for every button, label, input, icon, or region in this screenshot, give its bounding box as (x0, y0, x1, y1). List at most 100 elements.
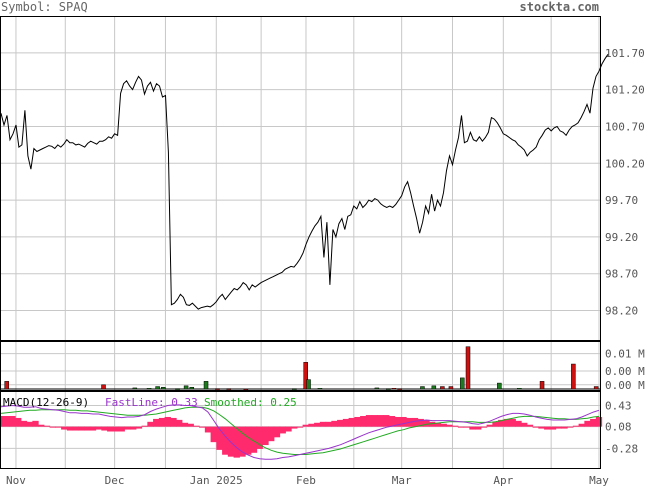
volume-bar (189, 386, 195, 390)
macd-histogram-bar (360, 416, 367, 427)
price-tick-label: 98.20 (605, 305, 638, 318)
macd-histogram-bar (377, 415, 384, 427)
volume-tick-label: 0.00 M (605, 379, 645, 392)
macd-histogram-bar (555, 426, 562, 429)
volume-bar (183, 385, 189, 390)
macd-histogram-bar (394, 416, 401, 427)
macd-histogram-bar (279, 426, 286, 434)
volume-bar (161, 386, 166, 390)
macd-histogram-bar (567, 426, 574, 428)
macd-histogram-bar (469, 426, 476, 430)
macd-histogram-bar (572, 425, 580, 427)
volume-bar (386, 388, 391, 390)
macd-histogram-bar (66, 426, 74, 431)
panel-frames (0, 16, 601, 469)
volume-bar (465, 346, 471, 390)
macd-histogram-bar (158, 417, 166, 427)
macd-histogram-bar (26, 421, 33, 427)
price-tick-label: 98.70 (605, 268, 638, 281)
macd-histogram-bar (124, 426, 131, 430)
macd-histogram-bar (319, 421, 327, 427)
macd-histogram-bar (216, 426, 223, 450)
macd-histogram-bar (193, 425, 200, 427)
volume-bar (303, 362, 308, 390)
macd-histogram-bar (204, 426, 212, 433)
x-tick-label: May (589, 474, 609, 486)
macd-histogram-bar (32, 420, 39, 427)
price-series (0, 54, 609, 310)
macd-histogram-bar (187, 423, 194, 427)
volume-bar (448, 386, 454, 390)
volume-bar (497, 382, 502, 390)
macd-histogram-bar (3, 416, 10, 427)
macd-histogram-bar (354, 416, 361, 427)
macd-histogram-bar (457, 426, 465, 428)
macd-histogram-bar (95, 426, 102, 430)
macd-histogram-bar (578, 423, 585, 427)
macd-histogram-bar (176, 419, 183, 427)
macd-histogram-bar (227, 426, 235, 457)
macd-histogram-bar (486, 424, 493, 427)
macd-histogram-bar (590, 418, 597, 427)
macd-tick-label: 0.43 (605, 399, 632, 412)
macd-histogram-bar (273, 426, 281, 438)
volume-bar (539, 381, 545, 390)
price-tick-label: 101.70 (605, 47, 645, 60)
macd-histogram-bar (118, 426, 125, 432)
macd-histogram-bar (423, 419, 430, 427)
macd-histogram-bar (130, 426, 137, 430)
macd-histogram-bar (595, 416, 603, 427)
macd-histogram-bar (411, 417, 419, 427)
macd-histogram-bar (480, 426, 488, 428)
x-tick-label: Mar (392, 474, 412, 486)
volume-bar (292, 388, 297, 390)
macd-smoothed-legend: Smoothed: 0.25 (204, 396, 297, 409)
grid-lines (0, 16, 600, 469)
macd-histogram-bar (256, 426, 263, 449)
macd-histogram-bar (107, 426, 114, 432)
macd-histogram-bar (492, 421, 499, 427)
macd-histogram-bar (544, 426, 551, 430)
volume-bar (374, 387, 380, 390)
volume-bar (215, 388, 220, 390)
macd-histogram-bar (222, 426, 229, 455)
macd-histogram-bar (164, 416, 171, 427)
volume-bar (203, 381, 209, 390)
volume-bar (155, 386, 160, 390)
macd-histogram-bar (250, 426, 258, 453)
volume-bar (420, 386, 425, 390)
x-tick-label: Apr (493, 474, 513, 486)
volume-bar (460, 377, 465, 390)
volume-bar (397, 388, 402, 390)
volume-bar (593, 386, 599, 390)
price-line (0, 54, 609, 310)
macd-histogram-bar (308, 423, 315, 427)
macd-histogram-bar (446, 424, 453, 427)
macd-histogram-bar (43, 425, 51, 427)
x-tick-label: Nov (6, 474, 26, 486)
macd-histogram-bar (314, 422, 321, 427)
volume-bar (440, 386, 445, 390)
macd-tick-label: -0.28 (605, 442, 638, 455)
macd-histogram-bar (0, 416, 5, 427)
macd-fast-line (0, 404, 600, 460)
price-tick-label: 100.70 (605, 120, 645, 133)
macd-histogram-bar (526, 424, 534, 427)
macd-histogram-bar (15, 417, 22, 427)
macd-histogram-bar (434, 422, 442, 427)
macd-histogram-bar (463, 426, 470, 428)
price-axis: 101.70 101.20 100.70 100.20 99.70 99.20 98.70 9… (605, 47, 645, 318)
volume-bar (226, 388, 232, 390)
macd-histogram-bar (84, 426, 91, 431)
macd-histogram-bar (210, 426, 217, 443)
macd-histogram-bar (521, 422, 528, 427)
macd-histogram-bar (89, 426, 97, 431)
macd-histogram-bar (337, 419, 344, 427)
macd-histogram-bar (498, 419, 505, 427)
volume-bar (4, 381, 9, 390)
volume-series (4, 346, 599, 391)
x-tick-label: Dec (105, 474, 125, 486)
volume-tick-label: 0.00 M (605, 365, 645, 378)
macd-histogram-bar (101, 426, 108, 431)
macd-histogram-bar (9, 416, 16, 427)
